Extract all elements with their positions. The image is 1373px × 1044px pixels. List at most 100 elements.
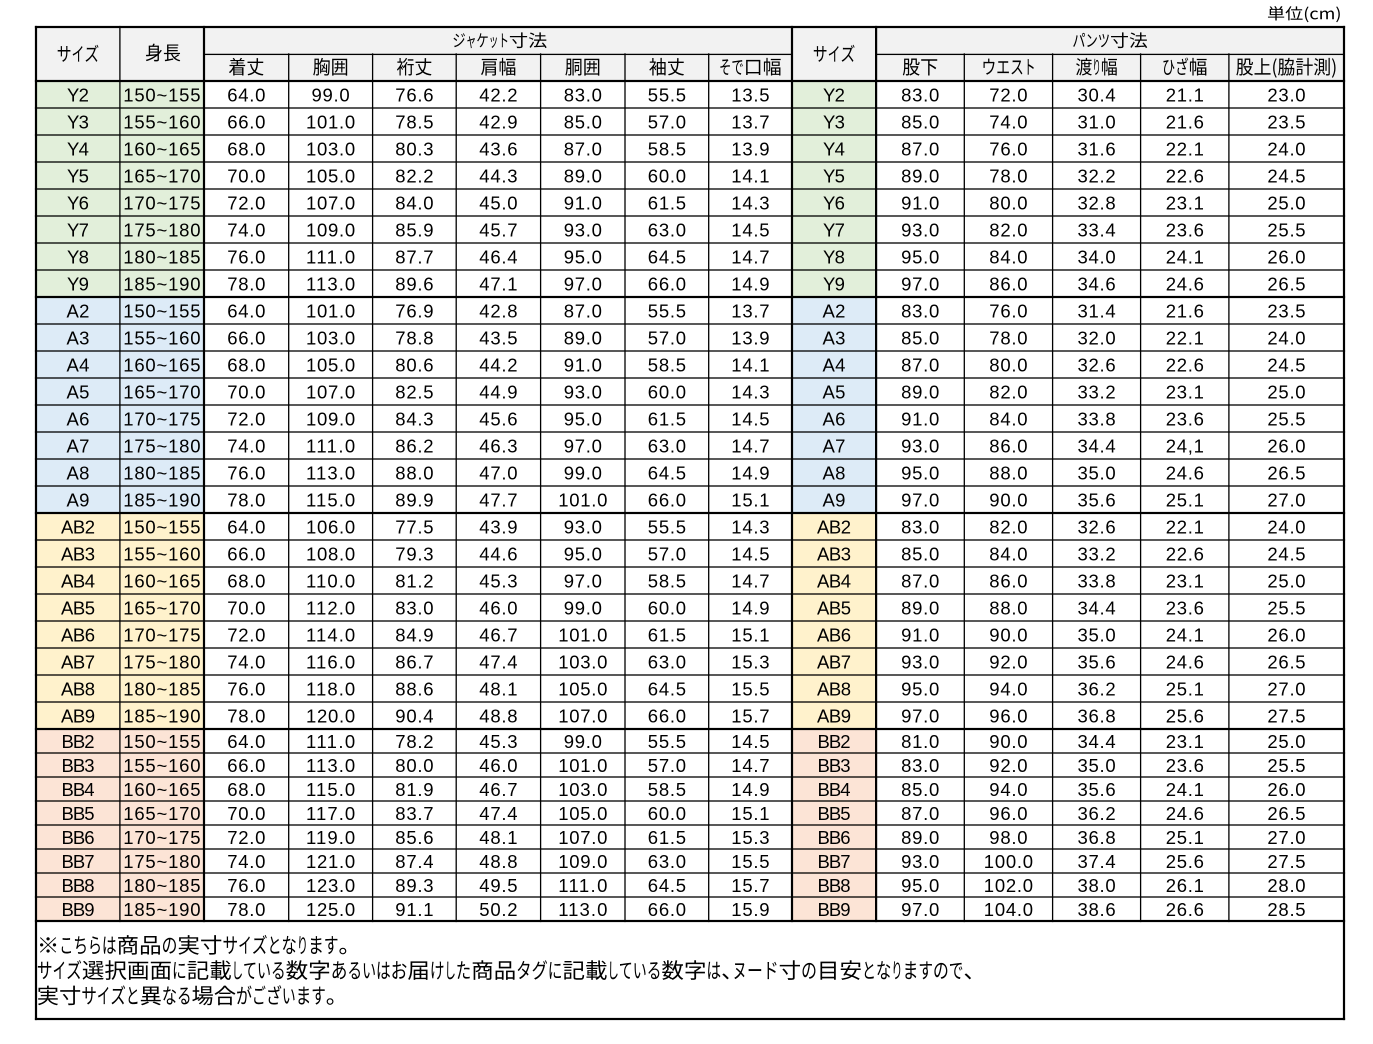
- svg-text:26.5: 26.5: [1267, 803, 1305, 824]
- svg-text:89.0: 89.0: [564, 165, 602, 186]
- svg-text:94.0: 94.0: [989, 678, 1027, 699]
- svg-text:13.7: 13.7: [731, 111, 769, 132]
- svg-text:64.5: 64.5: [648, 246, 686, 267]
- svg-text:48.8: 48.8: [479, 851, 517, 872]
- svg-text:64.0: 64.0: [227, 516, 265, 537]
- svg-text:14.3: 14.3: [731, 516, 769, 537]
- svg-text:90.0: 90.0: [989, 624, 1027, 645]
- svg-text:60.0: 60.0: [648, 381, 686, 402]
- svg-text:78.8: 78.8: [395, 327, 433, 348]
- svg-text:175~180: 175~180: [123, 851, 200, 872]
- svg-text:57.0: 57.0: [648, 327, 686, 348]
- svg-text:74.0: 74.0: [227, 219, 265, 240]
- svg-text:175~180: 175~180: [123, 651, 200, 672]
- svg-text:76.9: 76.9: [395, 300, 433, 321]
- svg-text:15.3: 15.3: [731, 651, 769, 672]
- svg-text:66.0: 66.0: [227, 755, 265, 776]
- svg-text:BB8: BB8: [61, 875, 94, 896]
- svg-text:BB6: BB6: [61, 827, 94, 848]
- svg-text:32.8: 32.8: [1078, 192, 1116, 213]
- svg-text:90.0: 90.0: [989, 731, 1027, 752]
- svg-text:23.6: 23.6: [1166, 755, 1204, 776]
- svg-text:64.5: 64.5: [648, 462, 686, 483]
- svg-text:24.6: 24.6: [1166, 651, 1204, 672]
- svg-text:14.7: 14.7: [731, 435, 769, 456]
- svg-text:106.0: 106.0: [306, 516, 355, 537]
- svg-text:91.0: 91.0: [901, 624, 939, 645]
- svg-text:87.0: 87.0: [564, 300, 602, 321]
- svg-text:Y7: Y7: [823, 219, 845, 240]
- svg-text:150~155: 150~155: [123, 516, 200, 537]
- svg-text:23.1: 23.1: [1166, 381, 1204, 402]
- svg-text:165~170: 165~170: [123, 597, 200, 618]
- svg-text:80.0: 80.0: [989, 192, 1027, 213]
- svg-text:77.5: 77.5: [395, 516, 433, 537]
- svg-text:AB6: AB6: [61, 624, 95, 645]
- svg-text:160~165: 160~165: [123, 354, 200, 375]
- svg-text:101.0: 101.0: [558, 624, 607, 645]
- svg-text:66.0: 66.0: [227, 327, 265, 348]
- svg-text:35.0: 35.0: [1078, 462, 1116, 483]
- svg-text:AB2: AB2: [61, 516, 95, 537]
- svg-text:23.6: 23.6: [1166, 219, 1204, 240]
- svg-text:63.0: 63.0: [648, 435, 686, 456]
- svg-text:14.1: 14.1: [731, 165, 769, 186]
- svg-text:103.0: 103.0: [558, 651, 607, 672]
- svg-text:74.0: 74.0: [227, 651, 265, 672]
- svg-text:76.0: 76.0: [989, 138, 1027, 159]
- svg-text:45.3: 45.3: [479, 731, 517, 752]
- svg-text:111.0: 111.0: [306, 731, 355, 752]
- svg-text:72.0: 72.0: [227, 624, 265, 645]
- svg-text:80.3: 80.3: [395, 138, 433, 159]
- svg-text:72.0: 72.0: [227, 192, 265, 213]
- svg-text:89.0: 89.0: [901, 597, 939, 618]
- svg-text:165~170: 165~170: [123, 381, 200, 402]
- svg-text:AB5: AB5: [817, 597, 851, 618]
- svg-text:86.0: 86.0: [989, 435, 1027, 456]
- svg-text:70.0: 70.0: [227, 597, 265, 618]
- svg-text:60.0: 60.0: [648, 803, 686, 824]
- svg-text:92.0: 92.0: [989, 651, 1027, 672]
- svg-text:BB5: BB5: [817, 803, 850, 824]
- svg-text:119.0: 119.0: [306, 827, 355, 848]
- svg-text:BB3: BB3: [817, 755, 850, 776]
- svg-text:180~185: 180~185: [123, 678, 200, 699]
- svg-text:107.0: 107.0: [306, 192, 355, 213]
- svg-text:85.0: 85.0: [901, 779, 939, 800]
- svg-text:15.1: 15.1: [731, 489, 769, 510]
- svg-text:23.1: 23.1: [1166, 192, 1204, 213]
- svg-text:44.9: 44.9: [479, 381, 517, 402]
- svg-text:68.0: 68.0: [227, 138, 265, 159]
- svg-text:93.0: 93.0: [901, 435, 939, 456]
- svg-text:74.0: 74.0: [989, 111, 1027, 132]
- svg-text:A7: A7: [823, 435, 846, 456]
- svg-text:13.5: 13.5: [731, 84, 769, 105]
- svg-text:120.0: 120.0: [306, 705, 355, 726]
- svg-text:85.0: 85.0: [901, 543, 939, 564]
- svg-text:Y6: Y6: [823, 192, 845, 213]
- svg-text:24.6: 24.6: [1166, 273, 1204, 294]
- svg-text:185~190: 185~190: [123, 899, 200, 920]
- svg-text:23.5: 23.5: [1267, 111, 1305, 132]
- svg-text:AB8: AB8: [61, 678, 95, 699]
- svg-text:A6: A6: [67, 408, 90, 429]
- svg-text:113.0: 113.0: [306, 462, 355, 483]
- svg-text:Y6: Y6: [67, 192, 89, 213]
- svg-text:165~170: 165~170: [123, 165, 200, 186]
- svg-text:26.1: 26.1: [1166, 875, 1204, 896]
- svg-text:101.0: 101.0: [306, 111, 355, 132]
- svg-text:58.5: 58.5: [648, 354, 686, 375]
- svg-text:26.0: 26.0: [1267, 624, 1305, 645]
- svg-text:64.0: 64.0: [227, 84, 265, 105]
- svg-text:A2: A2: [67, 300, 90, 321]
- svg-text:28.0: 28.0: [1267, 875, 1305, 896]
- svg-text:Y8: Y8: [823, 246, 845, 267]
- svg-text:Y3: Y3: [67, 111, 89, 132]
- svg-text:84.0: 84.0: [989, 246, 1027, 267]
- svg-text:AB3: AB3: [817, 543, 851, 564]
- svg-text:14.7: 14.7: [731, 246, 769, 267]
- svg-text:97.0: 97.0: [901, 899, 939, 920]
- svg-text:AB4: AB4: [817, 570, 851, 591]
- svg-text:A4: A4: [823, 354, 846, 375]
- svg-text:170~175: 170~175: [123, 192, 200, 213]
